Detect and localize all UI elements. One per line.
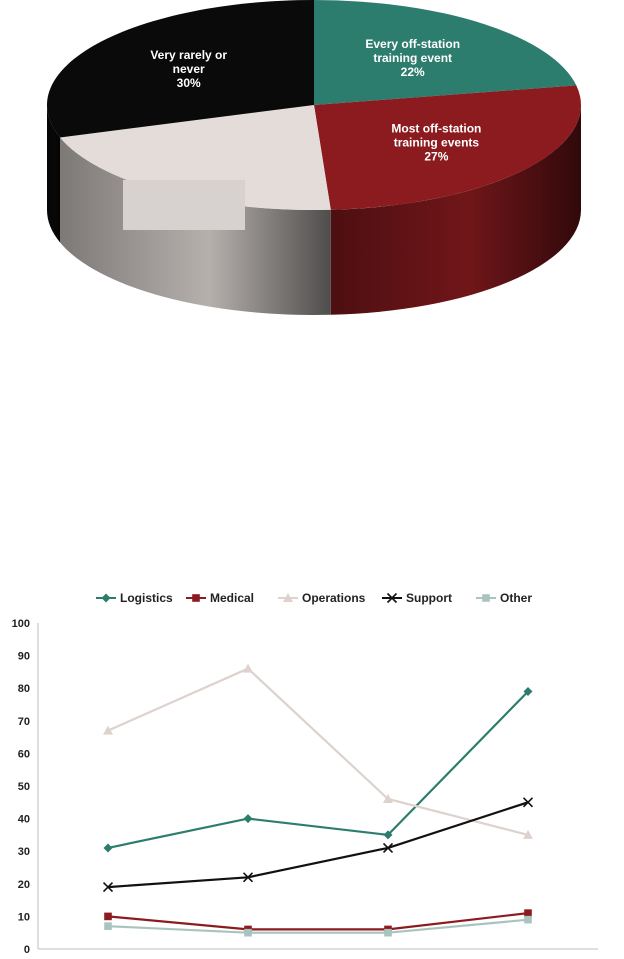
series-line-other xyxy=(107,918,529,934)
redacted-label-box xyxy=(123,180,245,230)
data-point-other-3 xyxy=(524,915,532,924)
data-point-operations-0 xyxy=(103,725,113,735)
data-point-operations-1 xyxy=(243,663,253,673)
data-point-support-0 xyxy=(102,881,114,893)
data-point-support-2 xyxy=(382,842,394,854)
pie-slice-label-1-1: training events xyxy=(394,135,480,149)
pie-slice-label-3-0: Very rarely or xyxy=(150,48,227,62)
line-chart: 0 10 20 30 40 50 60 70 80 90 100 Logistics Medical Op… xyxy=(12,591,598,956)
series-line-logistics xyxy=(107,690,529,849)
legend-marker-support xyxy=(386,592,398,604)
pie-slice-label-3-1: never xyxy=(173,62,205,76)
data-point-operations-2 xyxy=(383,794,393,804)
data-point-medical-0 xyxy=(104,912,112,921)
pie-slice-side-1 xyxy=(330,105,581,315)
pie-slice-label-1-2: 27% xyxy=(424,149,448,163)
legend-marker-logistics xyxy=(101,593,111,603)
legend-marker-medical xyxy=(192,594,200,602)
y-tick-label: 70 xyxy=(18,716,30,728)
pie-slice-label-0-2: 22% xyxy=(401,65,425,79)
series-support xyxy=(102,797,534,893)
data-point-support-3 xyxy=(522,797,534,808)
y-tick-label: 60 xyxy=(18,748,30,760)
pie-slice-3 xyxy=(46,0,314,138)
series-line-medical xyxy=(107,912,529,931)
pie-slices xyxy=(46,0,581,210)
pie-slice-0 xyxy=(314,0,577,105)
legend-marker-operations xyxy=(283,593,293,602)
series-other xyxy=(104,915,532,937)
data-point-other-1 xyxy=(244,928,252,937)
legend-label-medical: Medical xyxy=(210,591,254,605)
series-line-support xyxy=(107,801,529,889)
legend-label-other: Other xyxy=(500,591,532,605)
y-tick-labels: 0 10 20 30 40 50 60 70 80 90 100 xyxy=(12,618,30,956)
legend-label-support: Support xyxy=(406,591,452,605)
y-tick-label: 90 xyxy=(18,651,30,663)
pie-slice-1 xyxy=(314,85,581,210)
data-point-logistics-2 xyxy=(383,830,393,840)
data-point-logistics-0 xyxy=(103,843,113,853)
y-tick-label: 20 xyxy=(18,879,30,891)
data-point-operations-3 xyxy=(523,829,533,839)
data-point-support-1 xyxy=(242,872,254,883)
data-point-other-2 xyxy=(384,928,392,937)
series-line-operations xyxy=(107,667,529,836)
data-point-logistics-3 xyxy=(523,686,533,696)
series-logistics xyxy=(103,686,533,853)
y-tick-label: 80 xyxy=(18,683,30,695)
data-point-medical-3 xyxy=(524,909,532,917)
pie-slice-label-3-2: 30% xyxy=(177,76,201,90)
legend-label-operations: Operations xyxy=(302,591,366,605)
data-point-logistics-1 xyxy=(243,814,253,824)
data-point-other-0 xyxy=(104,922,112,930)
pie-slice-2 xyxy=(60,105,331,210)
pie-slice-label-1-0: Most off-station xyxy=(391,121,481,135)
legend-label-logistics: Logistics xyxy=(120,591,173,605)
y-tick-label: 0 xyxy=(24,944,30,956)
y-tick-label: 50 xyxy=(18,781,30,793)
legend: Logistics Medical Operations Support Other xyxy=(96,591,532,605)
y-tick-label: 100 xyxy=(12,618,30,630)
y-tick-label: 10 xyxy=(18,911,30,923)
y-tick-label: 30 xyxy=(18,846,30,858)
legend-marker-other xyxy=(482,594,490,602)
pie-slice-label-0-0: Every off-station xyxy=(365,37,460,51)
pie-slice-label-0-1: training event xyxy=(373,51,452,65)
pie-slice-side-3 xyxy=(47,105,61,243)
y-tick-label: 40 xyxy=(18,814,30,826)
series-operations xyxy=(103,663,533,839)
